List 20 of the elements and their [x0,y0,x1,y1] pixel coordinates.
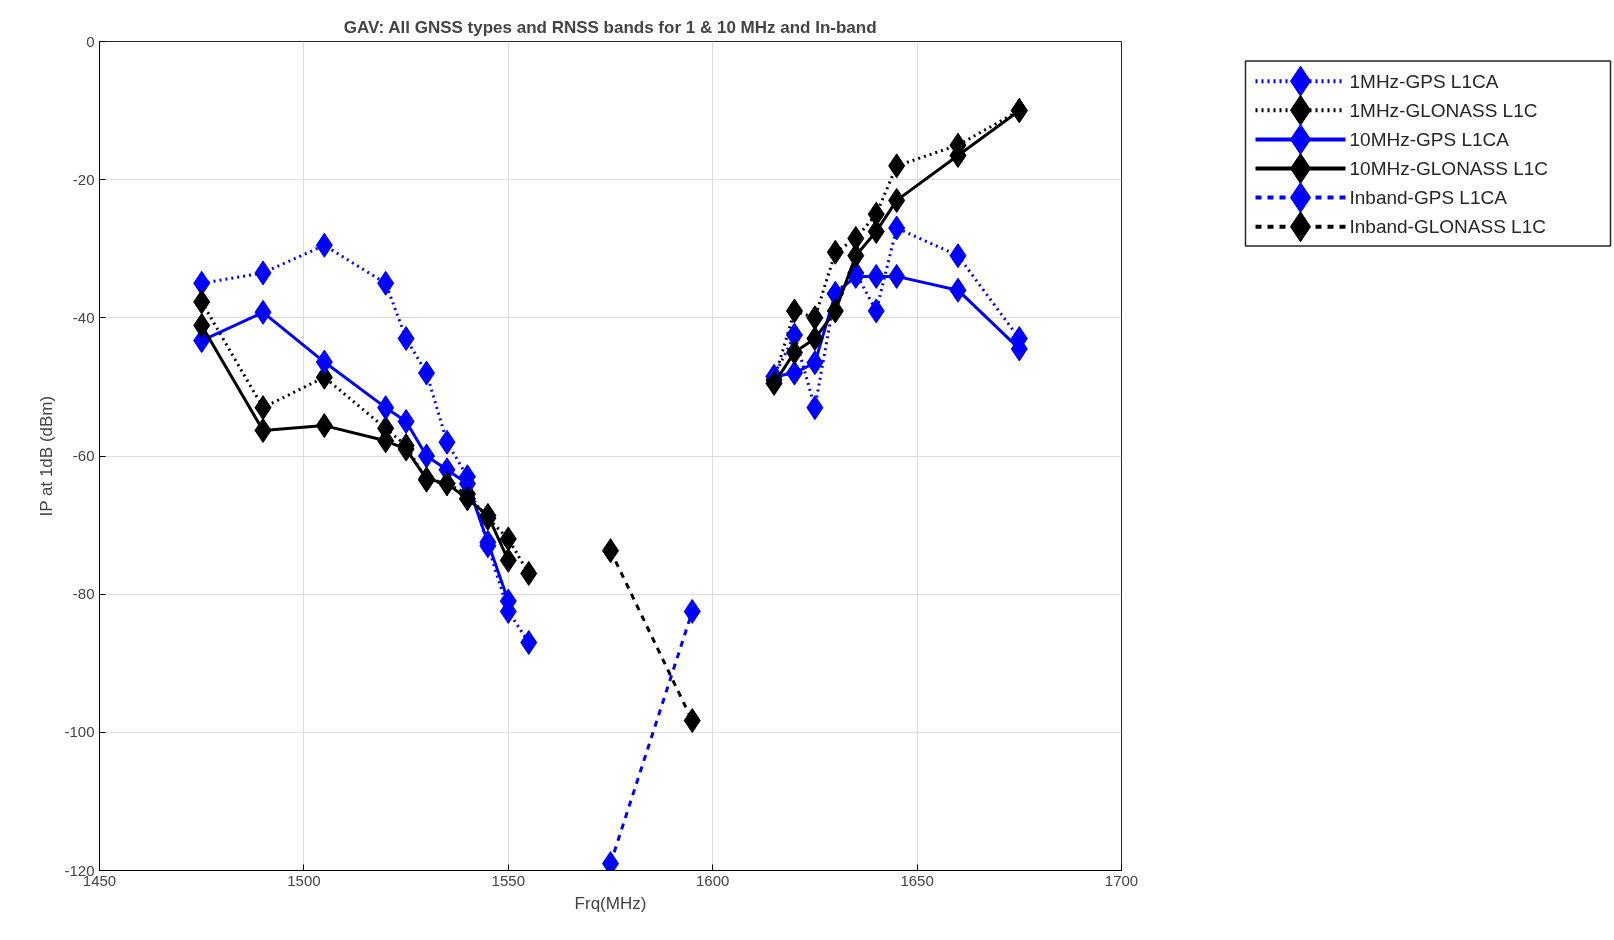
y-axis-title: IP at 1dB (dBm) [37,395,57,517]
legend-label: 1MHz-GLONASS L1C [1349,99,1538,121]
legend-label: 10MHz-GPS L1CA [1349,128,1510,150]
y-tick-label: -80 [72,585,95,603]
legend-label: Inband-GPS L1CA [1349,187,1508,209]
x-tick-label: 1700 [1104,871,1139,889]
y-tick-label: 0 [86,32,95,50]
legend-label: 1MHz-GPS L1CA [1349,70,1499,92]
x-axis-title: Frq(MHz) [574,893,647,913]
y-tick-label: -100 [64,723,95,741]
x-tick-label: 1550 [491,871,525,889]
y-tick-label: -40 [72,308,95,326]
x-tick-label: 1650 [900,871,934,889]
legend-label: Inband-GLONASS L1C [1349,216,1546,238]
legend-label: 10MHz-GLONASS L1C [1349,158,1549,179]
x-tick-label: 1600 [696,871,730,889]
x-tick-label: 1500 [287,871,321,889]
y-tick-label: -20 [72,170,95,188]
chart-title: GAV: All GNSS types and RNSS bands for 1 & 10 MHz and In-band [343,17,877,37]
y-tick-label: -60 [72,447,95,464]
